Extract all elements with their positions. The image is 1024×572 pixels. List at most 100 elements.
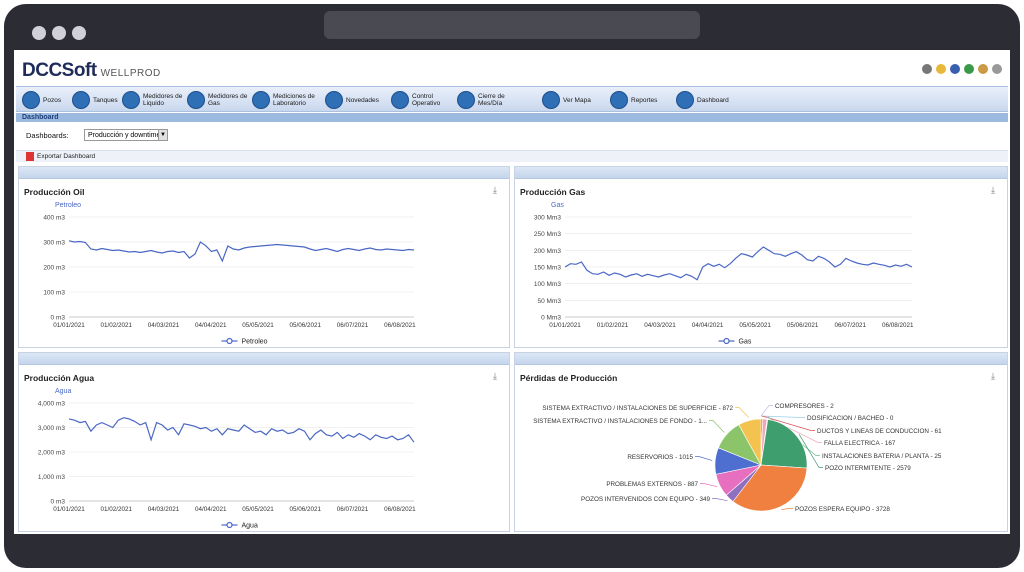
x-tick-label: 05/06/2021 (290, 322, 322, 329)
download-icon[interactable]: ⤓ (493, 371, 497, 381)
menu-item-label: Cierre de Mes/Día (478, 93, 505, 107)
logout-icon[interactable] (992, 64, 1002, 74)
flag-us-icon[interactable] (950, 64, 960, 74)
y-axis-title: Agua (55, 388, 71, 395)
dashboard-select[interactable]: Producción y downtime ▼ (84, 129, 168, 141)
x-tick-label: 06/08/2021 (384, 506, 416, 513)
legend-marker (226, 337, 233, 345)
x-tick-label: 01/01/2021 (53, 322, 85, 329)
menu-item-medidores-de-liquido[interactable]: Medidores de Liquido (122, 89, 185, 111)
y-tick-label: 1,000 m3 (38, 474, 65, 481)
x-tick-label: 04/03/2021 (644, 322, 676, 329)
pie-leader-line (798, 434, 823, 468)
panel-oil: Producción Oil ⤓ Petroleo 0 m3 100 m3 200 m… (18, 166, 510, 348)
y-tick-label: 250 Mm3 (534, 231, 561, 238)
x-tick-label: 04/04/2021 (692, 322, 724, 329)
x-tick-label: 06/08/2021 (384, 322, 416, 329)
dashboard-icon (676, 91, 694, 109)
user-icon[interactable] (936, 64, 946, 74)
menu-item-dashboard[interactable]: Dashboard (676, 89, 729, 111)
lab-icon (252, 91, 270, 109)
pdf-icon[interactable] (26, 152, 34, 161)
menu-item-pozos[interactable]: Pozos (22, 89, 61, 111)
window-dot-icon (52, 26, 66, 40)
menu-item-reportes[interactable]: Reportes (610, 89, 657, 111)
x-tick-label: 01/02/2021 (101, 506, 133, 513)
clipboard-icon (391, 91, 409, 109)
download-icon[interactable]: ⤓ (493, 185, 497, 195)
series-line (68, 240, 415, 263)
pie-leader-line (735, 407, 750, 418)
menu-item-control-operativo[interactable]: Control Operativo (391, 89, 454, 111)
x-tick-label: 05/06/2021 (787, 322, 819, 329)
download-icon[interactable]: ⤓ (991, 371, 995, 381)
x-tick-label: 04/03/2021 (148, 506, 180, 513)
y-tick-label: 2,000 m3 (38, 450, 65, 457)
y-tick-label: 300 Mm3 (534, 215, 561, 222)
app-screen: DCCSoft WELLPROD Pozos Tanques Medidores de… (14, 50, 1010, 534)
chevron-down-icon[interactable]: ▼ (158, 130, 167, 140)
pie-slice (738, 418, 762, 466)
menu-item-label: Reportes (631, 96, 658, 104)
x-tick-label: 06/07/2021 (337, 322, 369, 329)
y-tick-label: 0 Mm3 (541, 315, 561, 322)
y-axis-title: Gas (551, 202, 564, 209)
series-line (564, 246, 913, 281)
window-dot-icon (32, 26, 46, 40)
calendar-icon (457, 91, 475, 109)
legend-label: Agua (242, 523, 258, 530)
menu-item-ver-mapa[interactable]: Ver Mapa (542, 89, 591, 111)
main-menu: Pozos Tanques Medidores de Liquido Medidore… (16, 86, 1008, 112)
menu-item-cierre-de-mes-d-a[interactable]: Cierre de Mes/Día (457, 89, 520, 111)
panel-header (515, 353, 1007, 365)
y-tick-label: 150 Mm3 (534, 265, 561, 272)
x-tick-label: 05/05/2021 (242, 322, 274, 329)
panel-header (19, 167, 509, 179)
dashboard-label: Dashboards: (26, 130, 69, 140)
menu-item-medidores-de-gas[interactable]: Medidores de Gas (187, 89, 250, 111)
pie-slice-label: DOSIFICACION / BACHEO - 0 (807, 415, 894, 422)
x-tick-label: 04/04/2021 (195, 322, 227, 329)
y-tick-label: 4,000 m3 (38, 401, 65, 408)
y-tick-label: 100 Mm3 (534, 281, 561, 288)
menu-item-label: Ver Mapa (563, 96, 591, 104)
menu-item-label: Pozos (43, 96, 62, 104)
flag-es-icon[interactable] (978, 64, 988, 74)
home-icon[interactable] (922, 64, 932, 74)
news-icon (325, 91, 343, 109)
panel-title: Producción Agua (24, 373, 95, 383)
pie-slice-label: SISTEMA EXTRACTIVO / INSTALACIONES DE SU… (542, 405, 733, 412)
report-icon (610, 91, 628, 109)
legend-label: Gas (739, 339, 752, 346)
header-icons (922, 64, 1002, 74)
panel-losses: Pérdidas de Producción ⤓ COMPRESORES - 2… (514, 352, 1008, 532)
menu-item-mediciones-de-laboratorio[interactable]: Mediciones de Laboratorio (252, 89, 315, 111)
export-toolbar: Exportar Dashboard (16, 150, 1008, 162)
pie-leader-line (695, 456, 713, 461)
panel-title: Producción Oil (24, 187, 85, 197)
x-tick-label: 06/08/2021 (882, 322, 914, 329)
water-chart: Agua 0 m3 1,000 m3 2,000 m3 3,000 m3 4,000 m3… (38, 388, 416, 530)
panel-title: Pérdidas de Producción (520, 373, 618, 383)
pie-leader-line (700, 483, 718, 488)
download-icon[interactable]: ⤓ (991, 185, 995, 195)
gas-meter-icon (187, 91, 205, 109)
map-icon (542, 91, 560, 109)
menu-item-tanques[interactable]: Tanques (72, 89, 118, 111)
export-dashboard-link[interactable]: Exportar Dashboard (37, 153, 96, 160)
pie-leader-line (761, 415, 815, 431)
pie-slice-label: PROBLEMAS EXTERNOS - 887 (606, 481, 698, 488)
menu-item-label: Medidores de Liquido (143, 93, 183, 107)
url-bar[interactable] (324, 11, 700, 39)
flag-br-icon[interactable] (964, 64, 974, 74)
panel-header (515, 167, 1007, 179)
device-frame: DCCSoft WELLPROD Pozos Tanques Medidores de… (4, 4, 1020, 568)
tank-icon (72, 91, 90, 109)
x-tick-label: 04/04/2021 (195, 506, 227, 513)
x-tick-label: 01/01/2021 (549, 322, 581, 329)
x-tick-label: 01/02/2021 (597, 322, 629, 329)
pie-slice-label: FALLA ELECTRICA - 167 (824, 440, 896, 447)
menu-item-novedades[interactable]: Novedades (325, 89, 379, 111)
legend-label: Petroleo (242, 339, 268, 346)
pie-slice-label: INSTALACIONES BATERIA / PLANTA - 25 (822, 453, 942, 460)
